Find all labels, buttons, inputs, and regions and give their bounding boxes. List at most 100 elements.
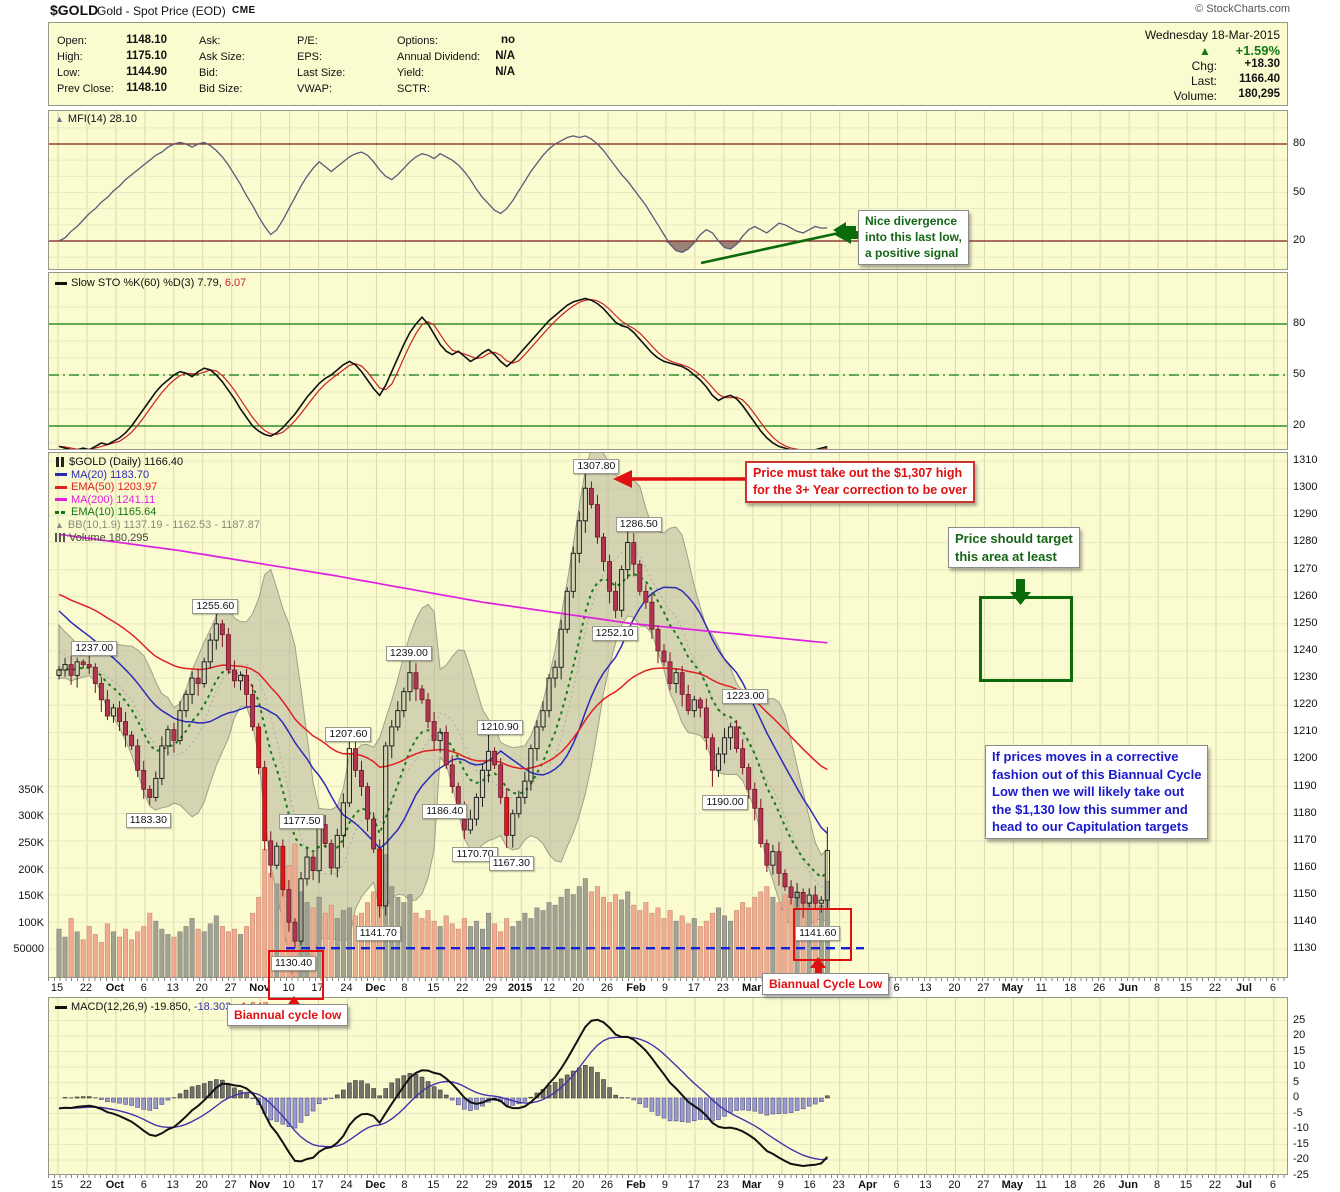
quote-field-value: 1148.10: [126, 82, 167, 94]
stockcharts-credit: © StockCharts.com: [1195, 3, 1290, 15]
up-triangle-icon: ▲: [1199, 44, 1211, 58]
yaxis-tick-label: 1290: [1293, 508, 1318, 521]
xaxis-tick-label: Jun: [1118, 982, 1138, 994]
biannual-cycle-low-label-1: Biannual cycle low: [227, 1004, 349, 1027]
sto-legend-d-value: 6.07: [224, 277, 247, 289]
legend-row: Volume 180,295: [55, 532, 260, 545]
xaxis-tick-label: 9: [777, 1179, 784, 1191]
xaxis-tick-label: 17: [687, 1179, 701, 1191]
label-text: Biannual Cycle Low: [769, 977, 883, 991]
sto-legend-label: Slow STO %K(60) %D(3) 7.79,: [71, 277, 222, 289]
yaxis-tick-label: 1270: [1293, 562, 1318, 575]
quote-field-value: 1166.40: [1239, 73, 1280, 85]
red-up-arrow-icon: [810, 957, 826, 977]
quote-field-value: 1148.10: [126, 34, 167, 46]
xaxis-tick-label: 17: [687, 982, 701, 994]
xaxis-tick-label: 27: [977, 1179, 990, 1191]
xaxis-tick-label: 8: [1154, 1179, 1161, 1191]
nov-low-box: [268, 950, 324, 1000]
price-pivot-label: 1141.60: [795, 925, 841, 941]
xaxis-tick-label: 20: [195, 982, 208, 994]
yaxis-tick-label: 100K: [18, 916, 44, 929]
legend-label: MA(200) 1241.11: [71, 493, 156, 506]
xaxis-tick-label: Feb: [626, 982, 646, 994]
xaxis-tick-label: 13: [919, 1179, 932, 1191]
legend-row: MA(20) 1183.70: [55, 469, 260, 482]
quote-field-value: N/A: [495, 50, 515, 62]
line-icon: [55, 485, 67, 489]
quote-field-label: EPS:: [297, 51, 323, 63]
label-text: Biannual cycle low: [234, 1008, 342, 1022]
yaxis-tick-label: 1220: [1293, 698, 1318, 711]
quote-field-value: 1144.90: [126, 66, 167, 78]
xaxis-tick-label: 8: [401, 1179, 408, 1191]
macd-legend-label: MACD(12,26,9) -19.850,: [71, 1001, 191, 1013]
xaxis-tick-label: 22: [456, 1179, 469, 1191]
quote-field-value: 1175.10: [126, 50, 167, 62]
quote-field-value: no: [500, 34, 515, 46]
xaxis-tick-label: 26: [600, 982, 614, 994]
yaxis-tick-label: -20: [1293, 1153, 1309, 1165]
xaxis-tick-label: 8: [1154, 982, 1161, 994]
line-icon: [55, 498, 67, 502]
mfi-legend-label: MFI(14) 28.10: [67, 113, 138, 125]
yaxis-tick-label: 1300: [1293, 481, 1318, 494]
xaxis-tick-label: 23: [716, 1179, 729, 1191]
xaxis-tick-label: Jun: [1118, 1179, 1138, 1191]
legend-label: $GOLD (Daily) 1166.40: [69, 456, 184, 468]
xaxis-tick-label: 24: [340, 982, 353, 994]
target-area-box: [979, 596, 1073, 682]
legend-row: EMA(10) 1165.64: [55, 506, 260, 519]
yaxis-tick-label: 20: [1293, 1029, 1306, 1041]
mfi-panel: ▲ MFI(14) 28.10: [48, 110, 1288, 270]
xaxis-tick-label: 10: [282, 982, 295, 994]
mfi-legend: ▲ MFI(14) 28.10: [55, 113, 137, 125]
price-pivot-label: 1207.60: [325, 726, 372, 742]
quote-field-label: Volume:: [1173, 89, 1217, 103]
xaxis-tick-label: 9: [661, 982, 668, 994]
xaxis-tick-label: 26: [1093, 982, 1106, 994]
xaxis-tick-label: 6: [1269, 982, 1276, 994]
xaxis-tick-label: 13: [166, 1179, 179, 1191]
xaxis-tick-label: May: [1001, 982, 1024, 994]
xaxis-tick-label: 6: [140, 1179, 147, 1191]
line-icon: [55, 281, 67, 285]
xaxis-tick-label: 20: [948, 982, 961, 994]
yaxis-tick-label: -15: [1293, 1137, 1309, 1150]
yaxis-tick-label: 50: [1293, 185, 1306, 198]
yaxis-tick-label: 1150: [1293, 888, 1317, 901]
xaxis-tick-label: 2015: [507, 1179, 533, 1191]
volume-bars-icon: [55, 533, 65, 543]
xaxis-tick-label: 8: [401, 982, 408, 994]
xaxis-tick-label: Dec: [365, 1179, 386, 1191]
xaxis-tick-label: Feb: [626, 1179, 646, 1191]
legend-label: EMA(50) 1203.97: [71, 481, 158, 494]
green-left-arrow-icon: [833, 222, 856, 238]
yaxis-tick-label: -10: [1293, 1122, 1309, 1134]
xaxis-tick-label: 22: [456, 982, 469, 994]
quote-field-label: Yield:: [397, 67, 425, 79]
xaxis-tick-label: 27: [224, 1179, 237, 1191]
xaxis-tick-label: 29: [485, 1179, 498, 1191]
note-line: for the 3+ Year correction to be over: [753, 482, 968, 497]
yaxis-tick-label: 1280: [1293, 535, 1318, 548]
quote-field-label: Annual Dividend:: [397, 51, 481, 63]
xaxis-tick-label: 18: [1064, 982, 1077, 994]
xaxis-tick-label: 17: [311, 1179, 324, 1191]
yaxis-tick-label: 5: [1293, 1075, 1300, 1088]
quote-field-label: Bid Size:: [199, 83, 243, 95]
xaxis-tick-label: 27: [224, 982, 237, 994]
biannual-cycle-low-label-2: Biannual Cycle Low: [762, 973, 890, 996]
price-pivot-label: 1183.30: [125, 812, 171, 828]
xaxis-tick-label: 26: [1093, 1179, 1106, 1191]
yaxis-tick-label: 50: [1293, 368, 1306, 380]
xaxis-tick-label: 20: [571, 982, 585, 994]
xaxis-tick-label: 15: [50, 982, 64, 994]
xaxis-tick-label: 6: [1269, 1179, 1276, 1191]
dashed-line-icon: [55, 510, 67, 514]
xaxis-tick-label: 17: [311, 982, 324, 994]
price-legend: $GOLD (Daily) 1166.40 MA(20) 1183.70 EMA(5…: [55, 456, 260, 544]
yaxis-tick-label: 20: [1293, 234, 1306, 247]
yaxis-tick-label: 1160: [1293, 860, 1317, 873]
